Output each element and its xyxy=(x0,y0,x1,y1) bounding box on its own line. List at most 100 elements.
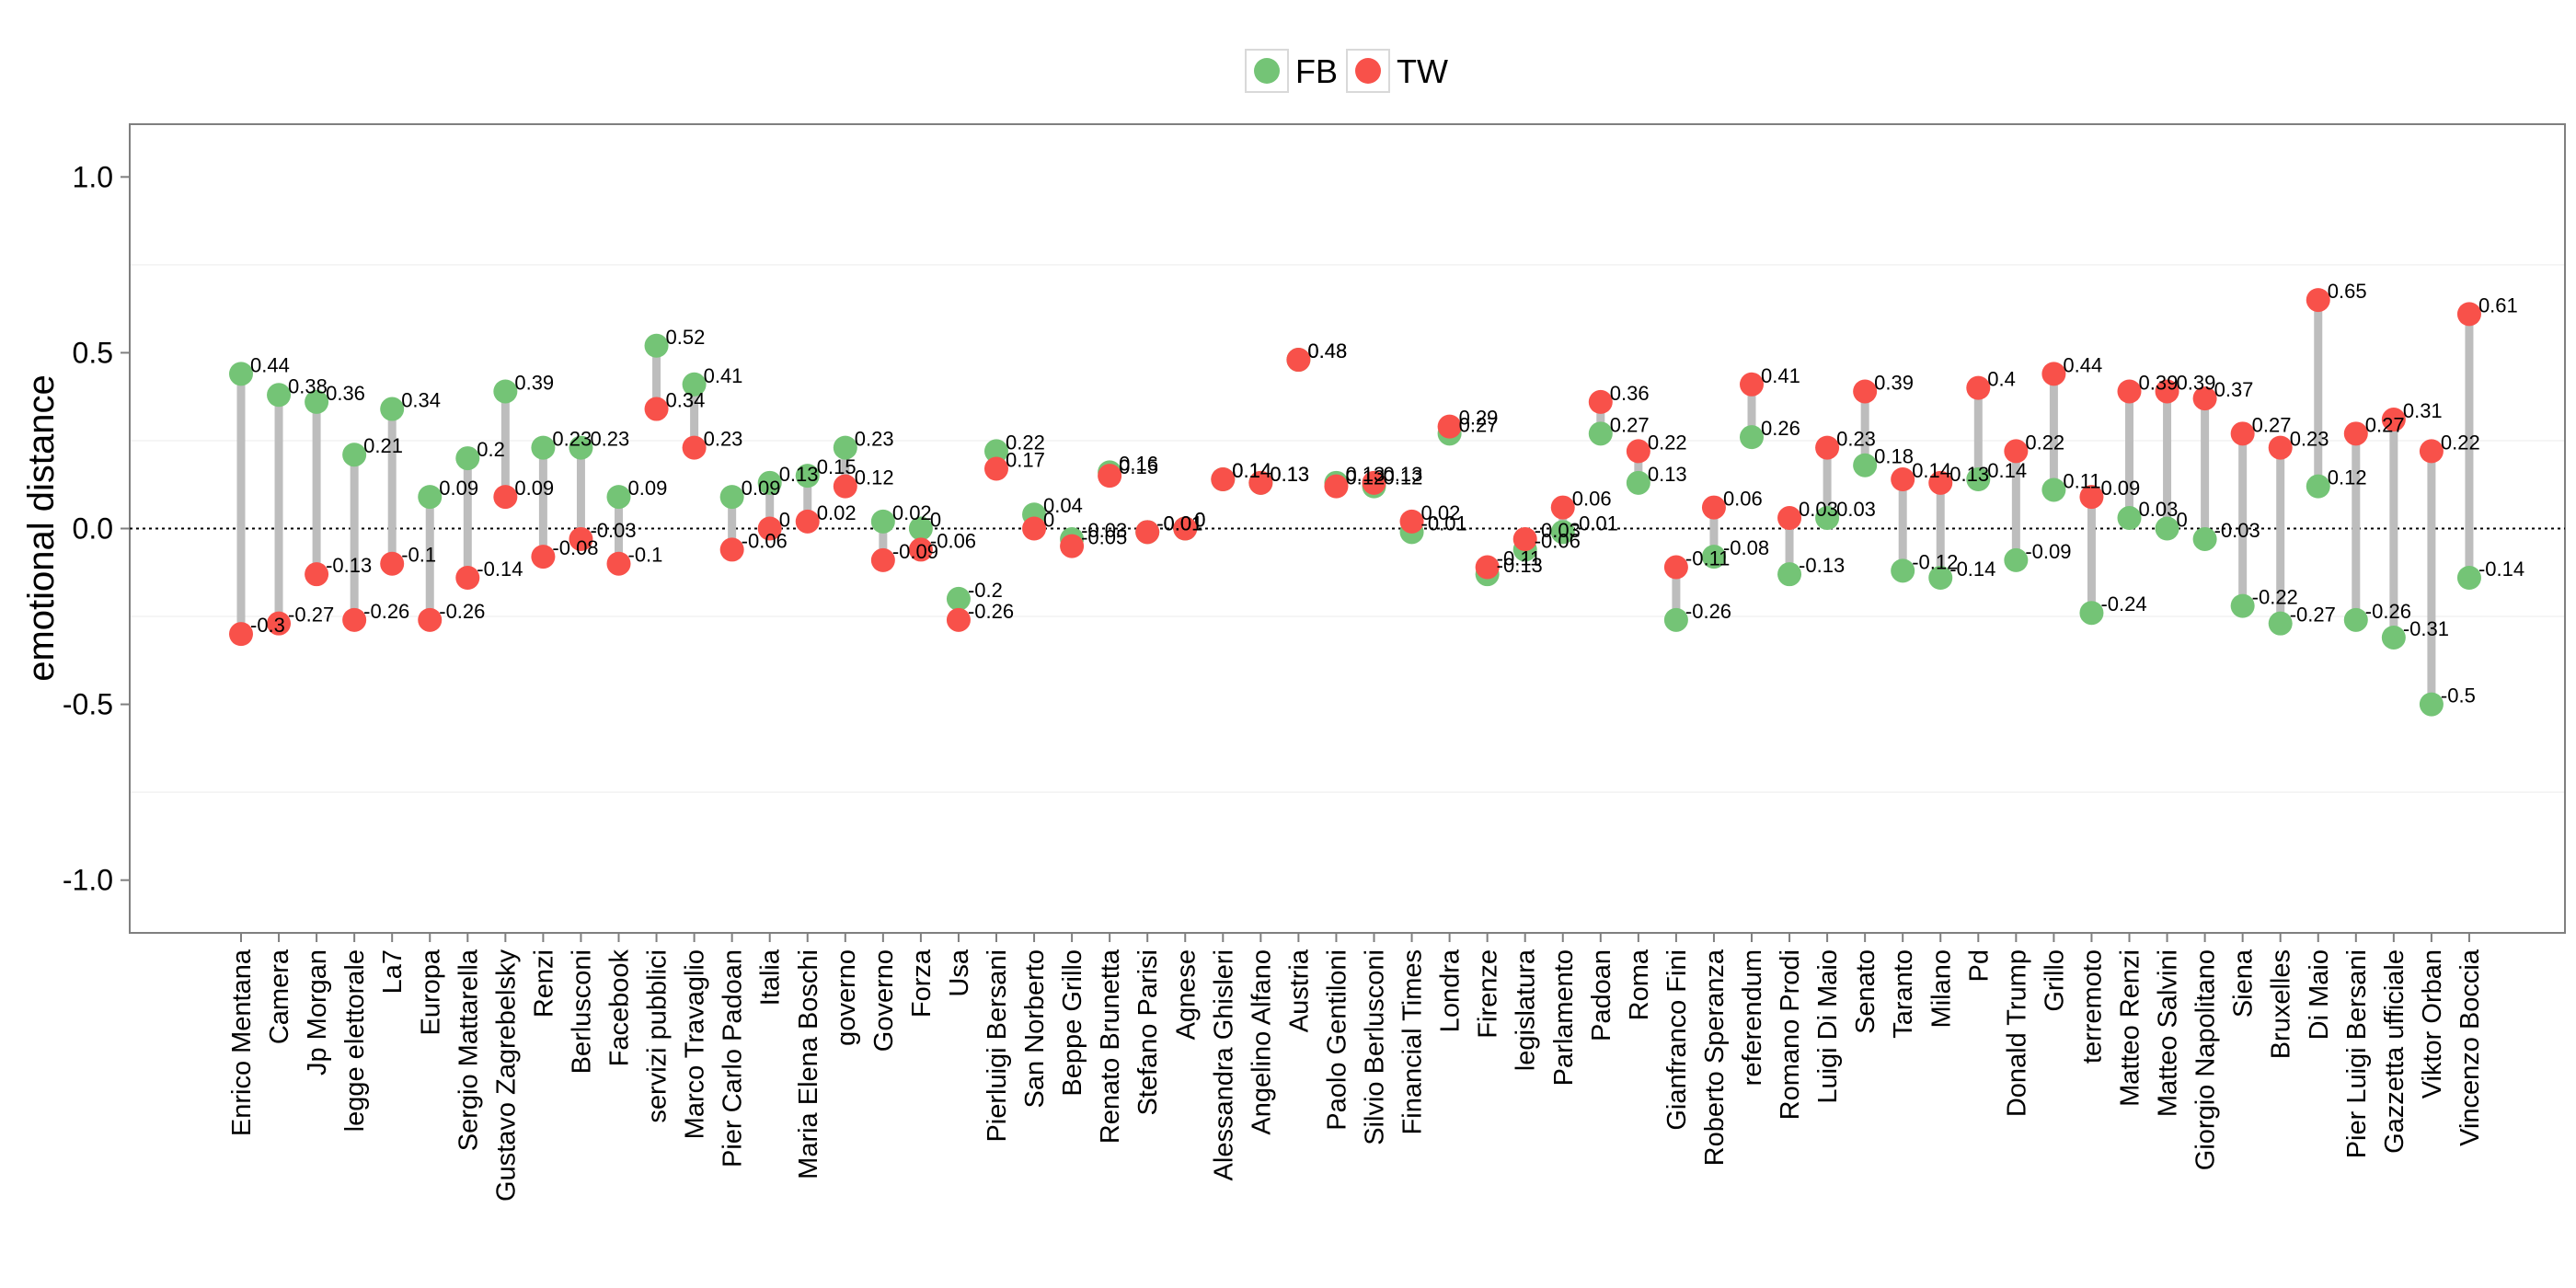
value-label-tw: 0.23 xyxy=(704,428,743,451)
value-label-fb: 0.18 xyxy=(1874,445,1914,468)
point-tw xyxy=(644,397,669,421)
point-fb xyxy=(1588,421,1613,446)
y-axis-title: emotional distance xyxy=(21,374,62,682)
value-label-tw: 0.22 xyxy=(2441,431,2480,454)
x-tick-label: Alessandra Ghisleri xyxy=(1209,949,1238,1180)
x-tick-label: Padoan xyxy=(1587,949,1616,1041)
point-fb xyxy=(908,516,933,541)
x-tick-label: Firenze xyxy=(1474,949,1503,1039)
point-fb xyxy=(2456,566,2481,591)
legend-key-fb xyxy=(1254,58,1280,84)
point-tw xyxy=(1550,495,1575,520)
value-label-fb: 0 xyxy=(930,509,941,532)
value-label-tw: 0.02 xyxy=(1421,501,1461,524)
point-tw xyxy=(1512,526,1537,551)
value-label-fb: 0.03 xyxy=(2139,498,2179,521)
value-label-fb: -0.01 xyxy=(1572,512,1618,535)
x-tick-label: referendum xyxy=(1738,949,1767,1086)
value-label-fb: 0.16 xyxy=(1119,452,1158,475)
value-label-tw: 0.12 xyxy=(855,466,894,489)
point-tw xyxy=(229,622,253,647)
point-tw xyxy=(682,435,707,460)
value-label-fb: 0.03 xyxy=(1836,498,1876,521)
x-tick-label: Bruxelles xyxy=(2267,949,2296,1059)
value-label-tw: 0 xyxy=(779,509,790,532)
point-fb xyxy=(267,383,292,408)
value-label-fb: -0.13 xyxy=(1497,554,1543,577)
value-label-tw: 0.13 xyxy=(1384,463,1423,486)
point-tw xyxy=(531,545,556,569)
value-label-tw: 0.23 xyxy=(2290,428,2329,451)
value-label-tw: 0.06 xyxy=(1723,488,1763,511)
point-fb xyxy=(1740,425,1764,450)
point-fb xyxy=(305,389,329,414)
x-tick-label: Renato Brunetta xyxy=(1096,949,1125,1144)
x-tick-label: Forza xyxy=(907,949,937,1018)
value-label-tw: 0.09 xyxy=(514,477,554,500)
point-fb xyxy=(795,464,820,489)
x-tick-label: Beppe Grillo xyxy=(1058,949,1087,1097)
x-tick-label: Stefano Parisi xyxy=(1133,949,1163,1116)
value-label-tw: 0.4 xyxy=(1987,368,2016,391)
value-label-fb: -0.26 xyxy=(2365,600,2411,623)
value-label-fb: 0.13 xyxy=(779,463,819,486)
point-tw xyxy=(870,547,895,572)
value-label-tw: -0.01 xyxy=(1156,512,1202,535)
value-label-tw: 0.27 xyxy=(2365,413,2405,436)
x-tick-label: Renzi xyxy=(529,949,558,1018)
x-tick-label: legislatura xyxy=(1512,949,1541,1071)
point-fb xyxy=(1891,558,1915,583)
point-fb xyxy=(569,435,593,460)
value-label-tw: -0.1 xyxy=(401,544,436,567)
point-tw xyxy=(606,551,631,576)
x-tick-label: Italia xyxy=(756,949,786,1006)
value-label-tw: 0.02 xyxy=(817,501,857,524)
point-tw xyxy=(2268,435,2293,460)
x-tick-label: Pd xyxy=(1964,949,1994,982)
value-label-tw: 0.03 xyxy=(1799,498,1838,521)
value-label-tw: -0.06 xyxy=(742,529,788,552)
point-fb xyxy=(1550,520,1575,545)
point-fb xyxy=(229,362,253,386)
x-tick-label: Di Maio xyxy=(2305,949,2334,1040)
x-tick-label: Gianfranco Fini xyxy=(1662,949,1692,1131)
value-label-fb: 0.23 xyxy=(855,428,894,451)
point-fb xyxy=(1777,562,1802,587)
point-tw xyxy=(455,566,480,591)
point-tw xyxy=(1173,516,1198,541)
point-fb xyxy=(870,509,895,534)
value-label-tw: -0.14 xyxy=(477,558,523,581)
value-label-tw: 0.48 xyxy=(1307,339,1347,362)
point-tw xyxy=(569,526,593,551)
value-label-tw: 0.14 xyxy=(1912,459,1951,482)
x-tick-label: Paolo Gentiloni xyxy=(1322,949,1351,1131)
legend-key-tw xyxy=(1355,58,1381,84)
points xyxy=(229,288,2481,717)
point-tw xyxy=(795,509,820,534)
x-tick-label: La7 xyxy=(378,949,408,994)
value-label-tw: 0.37 xyxy=(2214,378,2254,401)
point-fb xyxy=(493,379,518,404)
value-label-tw: 0.44 xyxy=(2063,353,2102,376)
y-tick-label: 1.0 xyxy=(73,160,113,193)
x-tick-label: legge elettorale xyxy=(340,949,370,1132)
value-label-tw: -0.27 xyxy=(288,604,334,627)
point-tw xyxy=(2230,421,2255,446)
point-tw xyxy=(833,474,857,499)
point-fb xyxy=(984,439,1008,464)
point-tw xyxy=(984,456,1008,481)
point-fb xyxy=(2419,692,2444,717)
x-tick-label: Agnese xyxy=(1171,949,1201,1040)
value-label-fb: -0.06 xyxy=(1535,529,1581,552)
point-tw xyxy=(1098,464,1122,489)
value-label-tw: -0.13 xyxy=(326,554,372,577)
point-tw xyxy=(1211,466,1236,491)
value-label-fb: -0.01 xyxy=(1156,512,1202,535)
value-label-tw: -0.26 xyxy=(439,600,485,623)
value-label-tw: 0.34 xyxy=(666,389,706,412)
value-label-fb: 0.23 xyxy=(552,428,592,451)
x-tick-label: Silvio Berlusconi xyxy=(1361,949,1390,1145)
point-fb xyxy=(342,443,367,467)
x-tick-label: Jp Morgan xyxy=(303,949,332,1075)
value-label-tw: 0.14 xyxy=(1232,459,1271,482)
